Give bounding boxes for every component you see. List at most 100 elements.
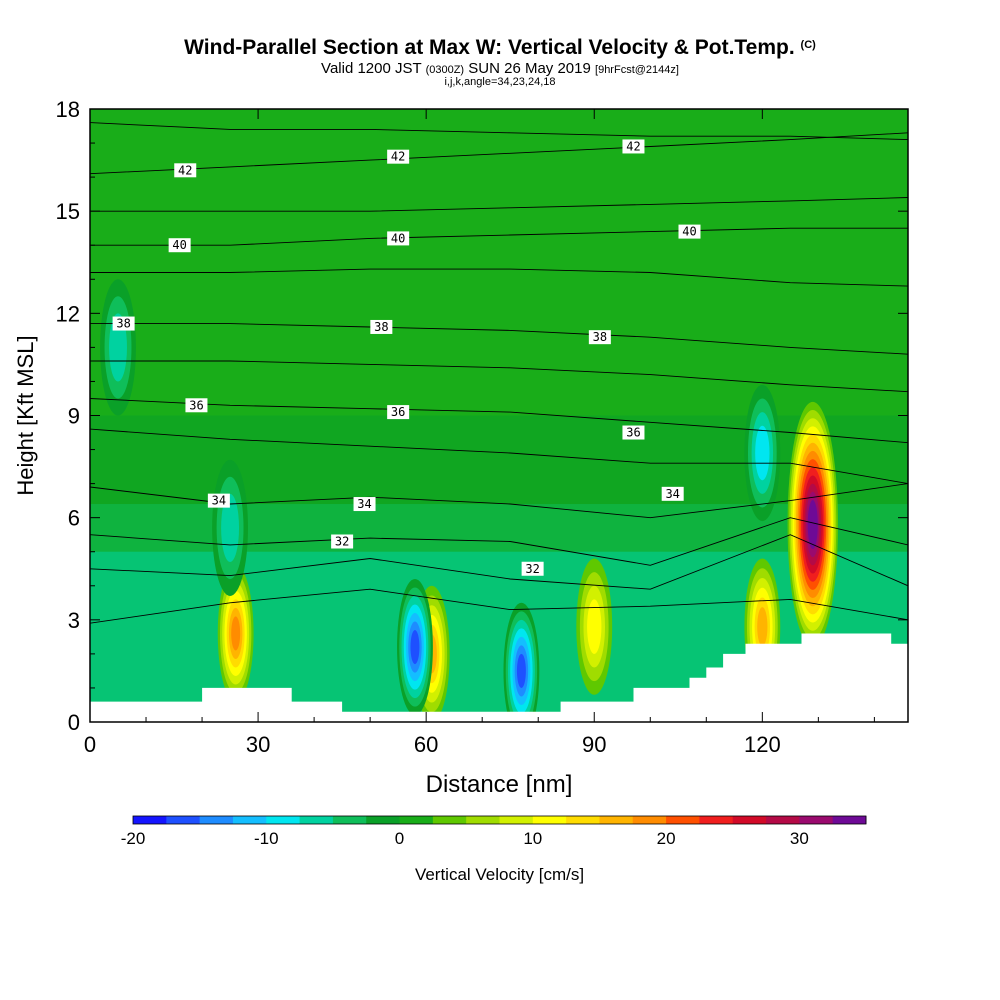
theta-label: 40	[168, 238, 191, 253]
x-tick-label: 30	[246, 732, 270, 757]
theta-label-text: 32	[335, 535, 349, 549]
theta-contours	[90, 122, 908, 624]
title-text: Wind-Parallel Section at Max W: Vertical…	[184, 36, 795, 59]
theta-label-text: 34	[357, 497, 371, 511]
colorbar-swatch	[266, 816, 301, 824]
colorbar-swatch	[232, 816, 267, 824]
copyright-mark: (C)	[800, 39, 816, 51]
theta-label-text: 36	[391, 405, 405, 419]
theta-label-text: 40	[172, 238, 186, 252]
colorbar-tick-label: -10	[254, 829, 279, 848]
theta-label-bg	[661, 486, 684, 501]
theta-label-text: 34	[665, 487, 679, 501]
y-tick-label: 9	[68, 404, 80, 429]
y-tick-label: 0	[68, 710, 80, 735]
theta-label-bg	[387, 405, 410, 420]
theta-line	[90, 398, 908, 444]
theta-line	[90, 517, 908, 566]
theta-label-bg	[370, 319, 393, 334]
theta-line	[90, 360, 908, 393]
y-tick-label: 15	[56, 199, 80, 224]
x-tick-label: 60	[414, 732, 438, 757]
colorbar-swatch	[299, 816, 334, 824]
theta-label: 34	[353, 497, 376, 512]
colorbar-swatch	[432, 816, 467, 824]
colorbar-swatch	[832, 816, 867, 824]
w-contour	[587, 599, 602, 654]
theta-label-bg	[678, 224, 701, 239]
theta-label-bg	[622, 425, 645, 440]
y-tick-label: 6	[68, 506, 80, 531]
colorbar-tick-label: -20	[121, 829, 146, 848]
theta-label: 32	[331, 534, 354, 549]
w-contour	[516, 653, 526, 688]
theta-label-bg	[185, 398, 208, 413]
theta-label-bg	[622, 139, 645, 154]
colorbar-swatch	[332, 816, 367, 824]
theta-label: 36	[185, 398, 208, 413]
y-tick-label: 3	[68, 608, 80, 633]
theta-label: 36	[387, 405, 410, 420]
colorbar-swatch	[666, 816, 700, 824]
theta-label: 34	[207, 493, 230, 508]
theta-label-bg	[174, 163, 197, 178]
forecast-info: [9hrFcst@2144z]	[595, 64, 679, 76]
theta-label-text: 36	[626, 426, 640, 440]
colorbar-swatch	[199, 816, 234, 824]
theta-label-bg	[168, 238, 191, 253]
theta-label: 38	[370, 319, 393, 334]
colorbar-swatch	[166, 816, 201, 824]
w-contour	[755, 425, 770, 481]
theta-label-bg	[521, 561, 544, 576]
colorbar-swatch	[566, 816, 600, 824]
theta-label-bg	[387, 231, 410, 246]
grid-indices: i,j,k,angle=34,23,24,18	[444, 76, 556, 88]
colorbar-swatch	[366, 816, 401, 824]
colorbar-swatch	[399, 816, 434, 824]
colorbar-swatch	[732, 816, 767, 824]
theta-label: 38	[588, 330, 611, 345]
theta-label-bg	[588, 330, 611, 345]
theta-label-text: 40	[391, 231, 405, 245]
colorbar-tick-label: 30	[790, 829, 809, 848]
theta-line	[90, 132, 908, 175]
valid-date: SUN 26 May 2019	[468, 60, 591, 77]
y-tick-label: 12	[56, 301, 80, 326]
w-contour	[410, 630, 420, 665]
theta-label-text: 42	[626, 139, 640, 153]
theta-label: 42	[387, 149, 410, 164]
theta-line	[90, 483, 908, 519]
theta-label: 32	[521, 561, 544, 576]
colorbar-label: Vertical Velocity [cm/s]	[415, 865, 584, 884]
chart-title: Wind-Parallel Section at Max W: Vertical…	[0, 36, 1000, 60]
theta-line	[90, 268, 908, 287]
chart-subtitle: Valid 1200 JST (0300Z) SUN 26 May 2019 […	[0, 60, 1000, 77]
theta-label: 40	[387, 231, 410, 246]
theta-label: 42	[174, 163, 197, 178]
theta-label: 42	[622, 139, 645, 154]
colorbar-swatch	[133, 816, 167, 824]
colorbar-tick-label: 10	[523, 829, 542, 848]
colorbar-swatch	[532, 816, 567, 824]
theta-line	[90, 588, 908, 624]
colorbar-swatch	[499, 816, 534, 824]
colorbar-swatch	[599, 816, 634, 824]
theta-label-text: 40	[682, 225, 696, 239]
theta-line	[90, 428, 908, 485]
theta-label-bg	[112, 316, 135, 331]
theta-label-bg	[207, 493, 230, 508]
w-contour	[757, 607, 768, 647]
valid-time: Valid 1200 JST	[321, 60, 422, 77]
theta-label-bg	[353, 497, 376, 512]
theta-label: 34	[661, 486, 684, 501]
terrain	[90, 633, 908, 722]
theta-label: 36	[622, 425, 645, 440]
theta-labels: 42 42 42 40 40 40 38 38 38 36 36 36 34 34 34 32 32	[112, 139, 701, 576]
w-contour	[231, 616, 241, 651]
valid-utc: (0300Z)	[425, 64, 465, 76]
terrain-fill	[90, 633, 908, 722]
colorbar-swatch	[699, 816, 734, 824]
theta-label-text: 38	[593, 330, 607, 344]
